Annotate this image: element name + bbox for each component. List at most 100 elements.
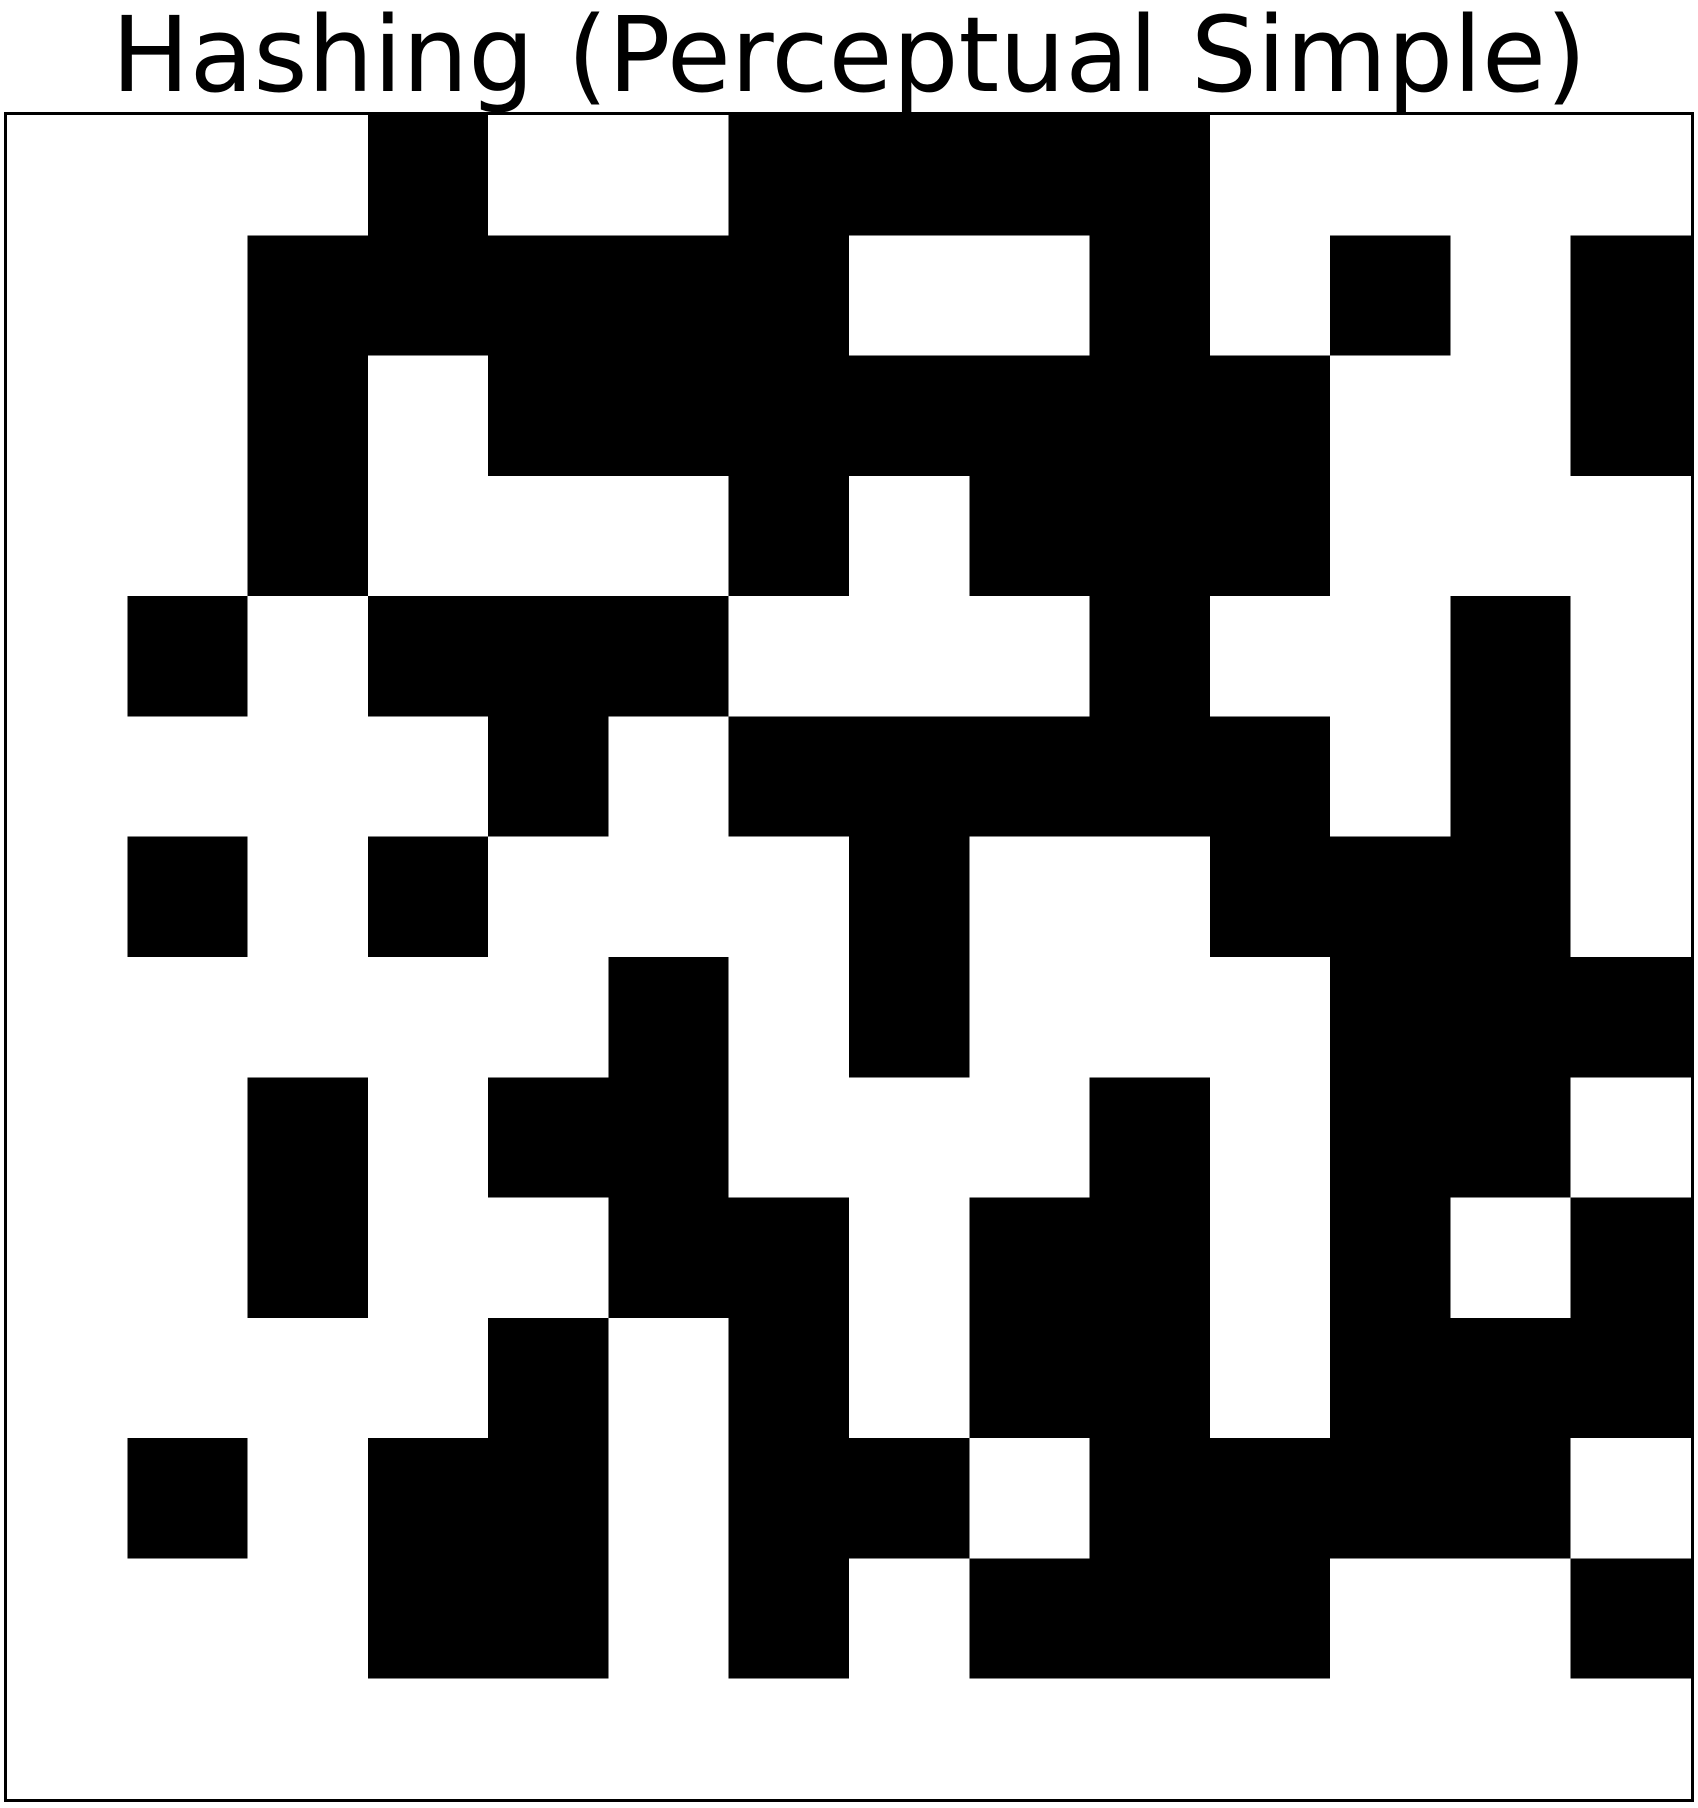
heatmap-cell-r7-c3	[367, 957, 489, 1078]
heatmap-cell-r9-c6	[728, 1197, 850, 1319]
heatmap-cell-r5-c8	[969, 716, 1091, 838]
heatmap-cell-r3-c6	[728, 475, 850, 597]
heatmap-cell-r2-c12	[1450, 355, 1572, 477]
heatmap-cell-r6-c13	[1570, 836, 1691, 958]
heatmap-cell-r0-c8	[969, 115, 1091, 236]
heatmap-cell-r11-c11	[1330, 1438, 1451, 1559]
heatmap-cell-r1-c5	[608, 235, 730, 357]
heatmap-cell-r8-c4	[488, 1077, 609, 1199]
heatmap-cell-r1-c9	[1089, 235, 1211, 357]
heatmap-cell-r2-c8	[969, 355, 1091, 477]
heatmap-cell-r12-c2	[247, 1558, 369, 1680]
heatmap-cell-r6-c11	[1330, 836, 1451, 958]
heatmap-cell-r12-c12	[1450, 1558, 1572, 1680]
heatmap-cell-r8-c13	[1570, 1077, 1691, 1199]
heatmap-cell-r5-c13	[1570, 716, 1691, 838]
heatmap-cell-r0-c2	[247, 115, 369, 236]
heatmap-cell-r1-c10	[1209, 235, 1331, 357]
heatmap-cell-r5-c4	[488, 716, 609, 838]
heatmap-cell-r5-c0	[7, 716, 128, 838]
heatmap-cell-r13-c12	[1450, 1678, 1572, 1799]
heatmap-cell-r13-c8	[969, 1678, 1091, 1799]
heatmap-cell-r10-c2	[247, 1317, 369, 1439]
heatmap-cell-r2-c11	[1330, 355, 1451, 477]
heatmap-cell-r4-c12	[1450, 596, 1572, 717]
heatmap-cell-r2-c4	[488, 355, 609, 477]
heatmap-cell-r5-c3	[367, 716, 489, 838]
heatmap-cell-r9-c5	[608, 1197, 730, 1319]
heatmap-cell-r3-c2	[247, 475, 369, 597]
heatmap-cell-r4-c4	[488, 596, 609, 717]
heatmap-cell-r6-c0	[7, 836, 128, 958]
heatmap-cell-r9-c3	[367, 1197, 489, 1319]
heatmap-cell-r11-c2	[247, 1438, 369, 1559]
heatmap-cell-r13-c5	[608, 1678, 730, 1799]
heatmap-cell-r4-c6	[728, 596, 850, 717]
heatmap-cell-r3-c5	[608, 475, 730, 597]
heatmap-cell-r1-c0	[7, 235, 128, 357]
heatmap-cell-r8-c7	[849, 1077, 970, 1199]
heatmap-cell-r10-c12	[1450, 1317, 1572, 1439]
heatmap-cell-r0-c7	[849, 115, 970, 236]
heatmap-cell-r0-c10	[1209, 115, 1331, 236]
heatmap-cell-r7-c13	[1570, 957, 1691, 1078]
heatmap-cell-r8-c1	[127, 1077, 249, 1199]
heatmap-cell-r6-c3	[367, 836, 489, 958]
heatmap-grid	[7, 115, 1691, 1799]
heatmap-cell-r9-c11	[1330, 1197, 1451, 1319]
heatmap-cell-r10-c11	[1330, 1317, 1451, 1439]
heatmap-cell-r6-c9	[1089, 836, 1211, 958]
heatmap-cell-r8-c8	[969, 1077, 1091, 1199]
heatmap-cell-r5-c5	[608, 716, 730, 838]
heatmap-cell-r1-c4	[488, 235, 609, 357]
heatmap-cell-r8-c2	[247, 1077, 369, 1199]
heatmap-cell-r12-c7	[849, 1558, 970, 1680]
heatmap-cell-r13-c11	[1330, 1678, 1451, 1799]
heatmap-cell-r2-c3	[367, 355, 489, 477]
heatmap-cell-r10-c7	[849, 1317, 970, 1439]
heatmap-cell-r4-c10	[1209, 596, 1331, 717]
heatmap-cell-r3-c11	[1330, 475, 1451, 597]
heatmap-cell-r10-c0	[7, 1317, 128, 1439]
heatmap-cell-r7-c12	[1450, 957, 1572, 1078]
heatmap-cell-r13-c6	[728, 1678, 850, 1799]
heatmap-cell-r13-c1	[127, 1678, 249, 1799]
heatmap-cell-r5-c11	[1330, 716, 1451, 838]
heatmap-cell-r11-c10	[1209, 1438, 1331, 1559]
heatmap-cell-r9-c7	[849, 1197, 970, 1319]
heatmap-cell-r7-c1	[127, 957, 249, 1078]
heatmap-cell-r6-c4	[488, 836, 609, 958]
heatmap-cell-r13-c2	[247, 1678, 369, 1799]
heatmap-cell-r12-c1	[127, 1558, 249, 1680]
heatmap-cell-r12-c0	[7, 1558, 128, 1680]
heatmap-cell-r6-c5	[608, 836, 730, 958]
heatmap-cell-r9-c10	[1209, 1197, 1331, 1319]
heatmap-cell-r7-c5	[608, 957, 730, 1078]
heatmap-cell-r2-c5	[608, 355, 730, 477]
heatmap-cell-r5-c7	[849, 716, 970, 838]
heatmap-cell-r4-c2	[247, 596, 369, 717]
heatmap-cell-r8-c12	[1450, 1077, 1572, 1199]
heatmap-cell-r1-c6	[728, 235, 850, 357]
heatmap-cell-r1-c2	[247, 235, 369, 357]
heatmap-cell-r11-c1	[127, 1438, 249, 1559]
heatmap-cell-r6-c6	[728, 836, 850, 958]
heatmap-cell-r3-c8	[969, 475, 1091, 597]
heatmap-cell-r2-c2	[247, 355, 369, 477]
heatmap-cell-r0-c9	[1089, 115, 1211, 236]
heatmap-cell-r0-c4	[488, 115, 609, 236]
heatmap-cell-r1-c13	[1570, 235, 1691, 357]
heatmap-cell-r0-c3	[367, 115, 489, 236]
heatmap-cell-r11-c13	[1570, 1438, 1691, 1559]
heatmap-cell-r9-c2	[247, 1197, 369, 1319]
heatmap-cell-r13-c9	[1089, 1678, 1211, 1799]
heatmap-cell-r4-c5	[608, 596, 730, 717]
heatmap-cell-r7-c6	[728, 957, 850, 1078]
heatmap-cell-r0-c1	[127, 115, 249, 236]
heatmap-cell-r8-c5	[608, 1077, 730, 1199]
heatmap-cell-r0-c6	[728, 115, 850, 236]
heatmap-cell-r4-c8	[969, 596, 1091, 717]
heatmap-cell-r11-c6	[728, 1438, 850, 1559]
heatmap-cell-r3-c13	[1570, 475, 1691, 597]
heatmap-cell-r11-c8	[969, 1438, 1091, 1559]
